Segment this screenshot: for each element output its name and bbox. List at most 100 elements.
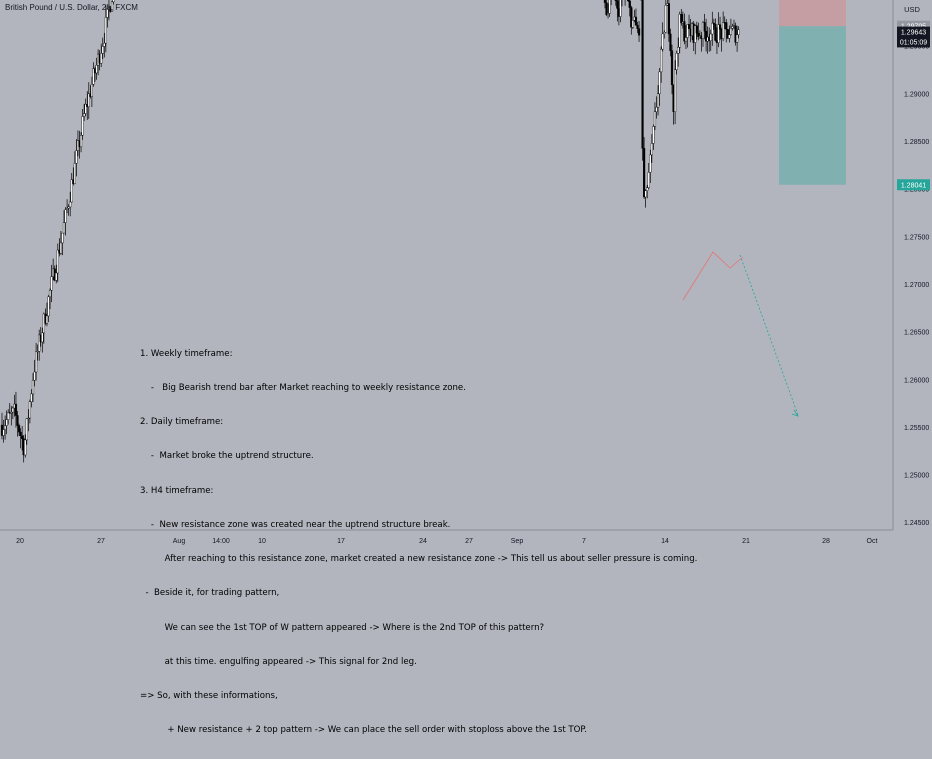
candle — [106, 8, 109, 28]
candle — [737, 26, 740, 39]
candle — [17, 423, 21, 437]
candle — [667, 0, 670, 42]
x-tick-label: 10 — [258, 538, 266, 545]
candle-body — [722, 22, 725, 39]
candle-body — [687, 24, 691, 30]
candle-body — [644, 190, 647, 198]
candle — [628, 0, 631, 17]
candle-body — [87, 93, 90, 107]
candle — [101, 37, 104, 60]
candle-body — [62, 222, 66, 234]
candle-body — [103, 42, 106, 47]
y-tick-label: 1.24500 — [904, 520, 929, 527]
candle-body — [614, 0, 617, 1]
candle-body — [83, 113, 86, 117]
candle — [67, 204, 70, 216]
candle — [41, 327, 44, 353]
candle-body — [656, 93, 660, 108]
candle — [30, 389, 33, 408]
candle-body — [33, 371, 36, 381]
x-tick-label: 7 — [582, 538, 586, 545]
candle — [677, 37, 680, 67]
candle — [684, 25, 688, 49]
x-tick-label: Sep — [511, 538, 524, 545]
price-chart[interactable]: USD1.345001.340001.335001.330001.325001.… — [0, 0, 932, 550]
annotation-line: - Beside it, for trading pattern, — [140, 588, 280, 599]
candle-body — [726, 29, 729, 39]
candle-body — [67, 206, 70, 209]
candle — [675, 50, 678, 75]
candle-body — [79, 135, 83, 148]
candle-body — [737, 29, 740, 35]
candle-body — [606, 13, 610, 15]
candle-body — [628, 0, 631, 8]
candle-body — [603, 0, 607, 3]
candle — [722, 11, 725, 42]
candle-body — [106, 8, 109, 18]
candle-body — [16, 415, 19, 426]
candle-body — [90, 84, 93, 97]
candle-body — [684, 37, 688, 42]
price-label-box — [897, 179, 930, 191]
candle-body — [647, 172, 650, 188]
candle-body — [717, 24, 720, 43]
y-tick-label: 1.26500 — [904, 330, 929, 337]
price-label-box — [897, 36, 930, 48]
candle — [50, 264, 53, 303]
candle — [616, 0, 619, 22]
candle — [64, 207, 67, 236]
candle-body — [670, 50, 674, 85]
candle-body — [75, 150, 78, 164]
symbol-title: British Pound / U.S. Dollar, 2h, FXCM — [5, 3, 138, 12]
candle-body — [11, 407, 14, 413]
candle — [48, 288, 52, 310]
candle — [725, 19, 728, 43]
candle — [36, 344, 39, 361]
candle-body — [17, 425, 21, 433]
candle — [100, 43, 103, 68]
y-tick-label: 1.25500 — [904, 425, 929, 432]
candle-body — [45, 315, 49, 324]
candle-body — [636, 25, 639, 29]
candle — [712, 18, 715, 30]
candle-body — [669, 33, 672, 51]
candle — [59, 230, 62, 255]
candle-body — [627, 0, 630, 2]
candle-body — [630, 7, 633, 28]
candle — [641, 0, 644, 161]
annotation-line: 1. Weekly timeframe: — [140, 348, 233, 359]
analysis-annotation: 1. Weekly timeframe: - Big Bearish trend… — [140, 326, 760, 759]
candle-body — [677, 47, 680, 54]
x-tick-label: 24 — [419, 538, 427, 545]
candle — [47, 294, 50, 323]
x-tick-label: 27 — [97, 538, 105, 545]
candle — [627, 0, 630, 2]
candle — [608, 0, 611, 17]
candle — [2, 419, 5, 443]
candle — [658, 67, 661, 106]
candle — [95, 57, 98, 80]
candle-body — [634, 16, 638, 26]
candle — [27, 409, 30, 432]
price-label: 1.29643 — [901, 30, 926, 37]
candle — [661, 22, 664, 52]
candle-body — [718, 24, 722, 30]
x-tick-label: 28 — [822, 538, 830, 545]
candle-body — [619, 0, 622, 17]
candle — [643, 137, 646, 199]
candle-body — [705, 30, 708, 42]
candle-body — [56, 249, 59, 274]
candle-body — [736, 34, 739, 43]
y-tick-label: 1.25000 — [904, 473, 929, 480]
candle — [644, 189, 647, 208]
candle — [634, 8, 638, 26]
candle-body — [7, 412, 10, 420]
candle — [649, 149, 652, 184]
annotation-line: We can see the 1st TOP of W pattern appe… — [140, 622, 545, 633]
candle — [3, 415, 7, 440]
candle-body — [5, 419, 8, 426]
candle-body — [652, 126, 655, 144]
candle-body — [695, 25, 698, 34]
candle-body — [10, 411, 13, 414]
candle-body — [50, 276, 53, 291]
